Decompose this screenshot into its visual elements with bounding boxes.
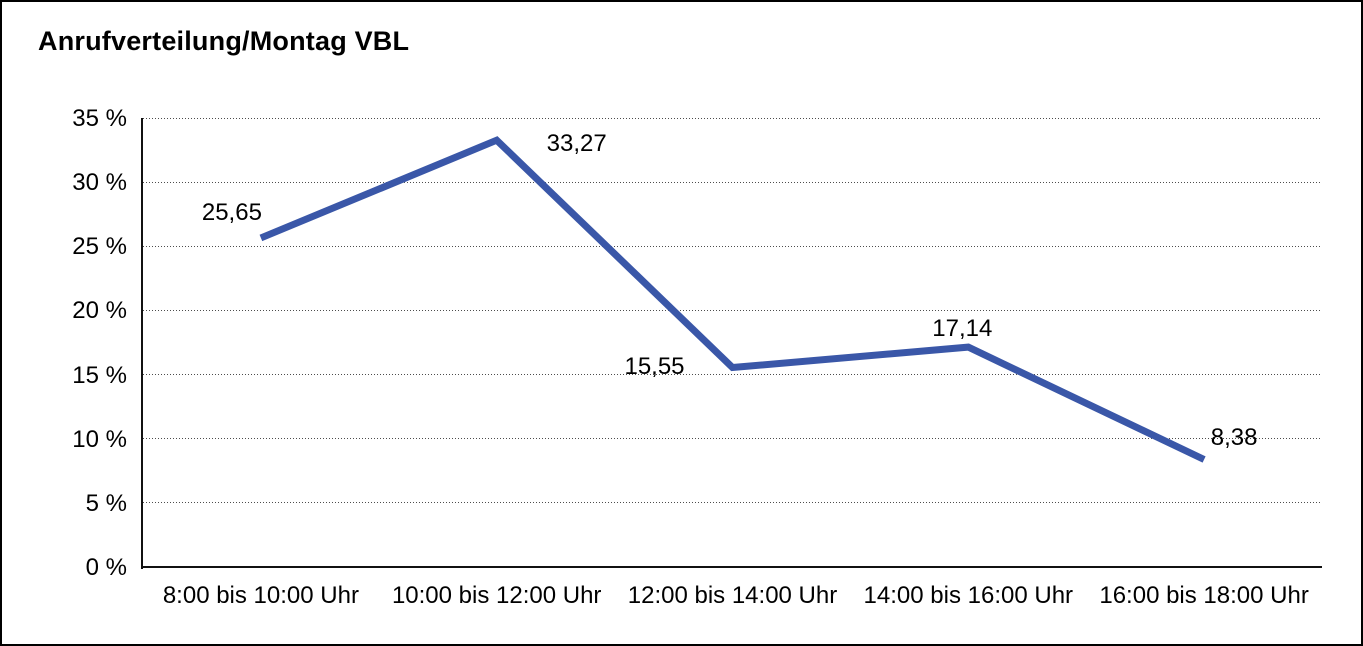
y-axis-tick-label: 0 %	[85, 554, 127, 581]
chart-title: Anrufverteilung/Montag VBL	[38, 26, 410, 56]
gridline	[143, 245, 1322, 247]
x-axis-category-label: 10:00 bis 12:00 Uhr	[391, 582, 602, 609]
gridline	[143, 374, 1322, 376]
data-label: 33,27	[546, 130, 607, 158]
data-label: 8,38	[1210, 424, 1258, 452]
series-line	[259, 136, 1206, 463]
y-axis-tick-label: 15 %	[72, 361, 127, 389]
x-axis-category-label: 16:00 bis 18:00 Uhr	[1099, 582, 1309, 609]
x-axis-category-label: 8:00 bis 10:00 Uhr	[162, 582, 359, 609]
data-label: 25,65	[201, 198, 262, 226]
x-axis-category-label: 12:00 bis 14:00 Uhr	[627, 582, 838, 609]
gridline	[143, 502, 1322, 504]
y-axis-tick-label: 5 %	[85, 489, 127, 517]
data-label: 17,14	[932, 315, 993, 343]
y-axis-tick-label: 20 %	[72, 297, 127, 325]
x-axis-line	[141, 566, 1322, 568]
gridline	[143, 181, 1322, 183]
y-axis-tick-label: 35 %	[72, 105, 127, 132]
y-axis-tick-label: 25 %	[72, 233, 127, 261]
y-axis-tick-label: 30 %	[72, 169, 127, 197]
gridline	[143, 309, 1322, 311]
y-axis-tick-label: 10 %	[72, 425, 127, 453]
gridline	[143, 117, 1322, 119]
x-axis-category-label: 14:00 bis 16:00 Uhr	[863, 582, 1074, 609]
data-label: 15,55	[624, 352, 685, 380]
gridline	[143, 438, 1322, 440]
y-axis-line	[141, 118, 143, 569]
